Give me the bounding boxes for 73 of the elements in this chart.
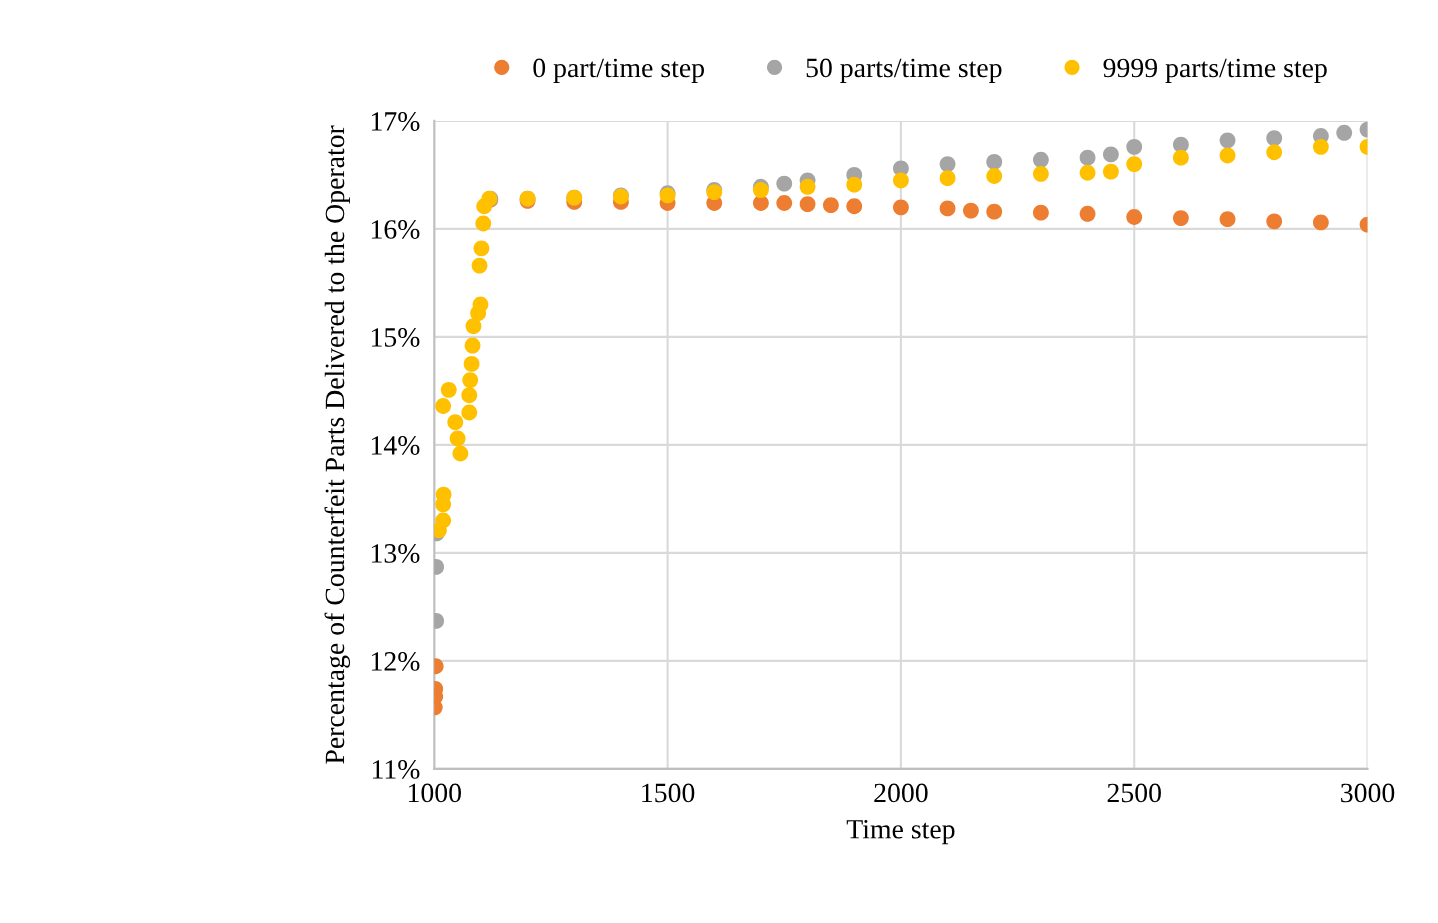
point xyxy=(473,240,490,257)
point xyxy=(1172,210,1189,227)
point xyxy=(986,154,1003,170)
y-tick-label: 15% xyxy=(371,328,420,347)
point xyxy=(449,430,466,447)
point xyxy=(1312,214,1329,231)
point xyxy=(435,398,452,414)
point xyxy=(1126,138,1143,155)
point xyxy=(435,512,452,529)
point xyxy=(1032,151,1049,168)
point xyxy=(1219,147,1236,164)
point xyxy=(1032,204,1049,221)
point xyxy=(461,404,478,421)
point xyxy=(461,387,478,404)
point xyxy=(846,176,863,193)
point xyxy=(986,203,1003,220)
point xyxy=(1312,138,1329,155)
legend-label: 9999 parts/time step xyxy=(1103,58,1327,83)
x-tick-label: 2500 xyxy=(1107,783,1161,803)
point xyxy=(892,199,909,216)
point xyxy=(753,182,769,198)
y-tick-label: 12% xyxy=(371,652,420,671)
point xyxy=(1336,124,1353,141)
point xyxy=(1102,163,1119,180)
point xyxy=(465,318,482,335)
point xyxy=(1126,209,1143,225)
point xyxy=(799,196,816,212)
y-tick-label: 14% xyxy=(371,436,420,455)
point xyxy=(939,156,956,173)
x-axis-title: Time step xyxy=(846,819,955,845)
point xyxy=(846,198,863,215)
point xyxy=(1102,146,1119,163)
point xyxy=(962,202,979,219)
point xyxy=(1219,211,1236,228)
x-tick-label: 1000 xyxy=(408,783,461,803)
point xyxy=(1266,213,1283,230)
point xyxy=(776,195,793,211)
point xyxy=(475,215,492,232)
point xyxy=(472,296,489,313)
point xyxy=(463,355,480,372)
y-tick-label: 11% xyxy=(372,760,420,779)
point xyxy=(986,168,1003,184)
x-tick-label: 2000 xyxy=(874,783,928,803)
legend-label: 50 parts/time step xyxy=(806,58,1002,83)
point xyxy=(892,172,909,189)
legend-label: 0 part/time step xyxy=(533,58,704,83)
x-tick-label: 3000 xyxy=(1341,783,1395,803)
y-axis-title: Percentage of Counterfeit Parts Delivered to the Operator xyxy=(324,125,351,764)
point xyxy=(452,445,469,462)
point xyxy=(753,195,769,211)
point xyxy=(799,178,816,195)
y-tick-label: 17% xyxy=(371,112,420,131)
point xyxy=(447,414,464,431)
point xyxy=(1219,132,1236,149)
point xyxy=(464,337,481,354)
point xyxy=(1079,164,1096,181)
point xyxy=(776,175,793,192)
point xyxy=(939,200,956,217)
point xyxy=(462,372,479,389)
point xyxy=(1079,149,1096,166)
point xyxy=(1126,156,1143,173)
y-tick-label: 13% xyxy=(371,544,420,563)
point xyxy=(1266,130,1283,147)
point xyxy=(1266,144,1283,161)
point xyxy=(440,381,457,398)
point xyxy=(1172,149,1189,166)
point xyxy=(822,197,839,214)
point xyxy=(1032,165,1049,182)
point xyxy=(471,257,488,274)
point xyxy=(1079,205,1096,222)
point xyxy=(939,170,956,187)
y-tick-label: 16% xyxy=(371,220,420,239)
x-tick-label: 1500 xyxy=(642,783,695,803)
